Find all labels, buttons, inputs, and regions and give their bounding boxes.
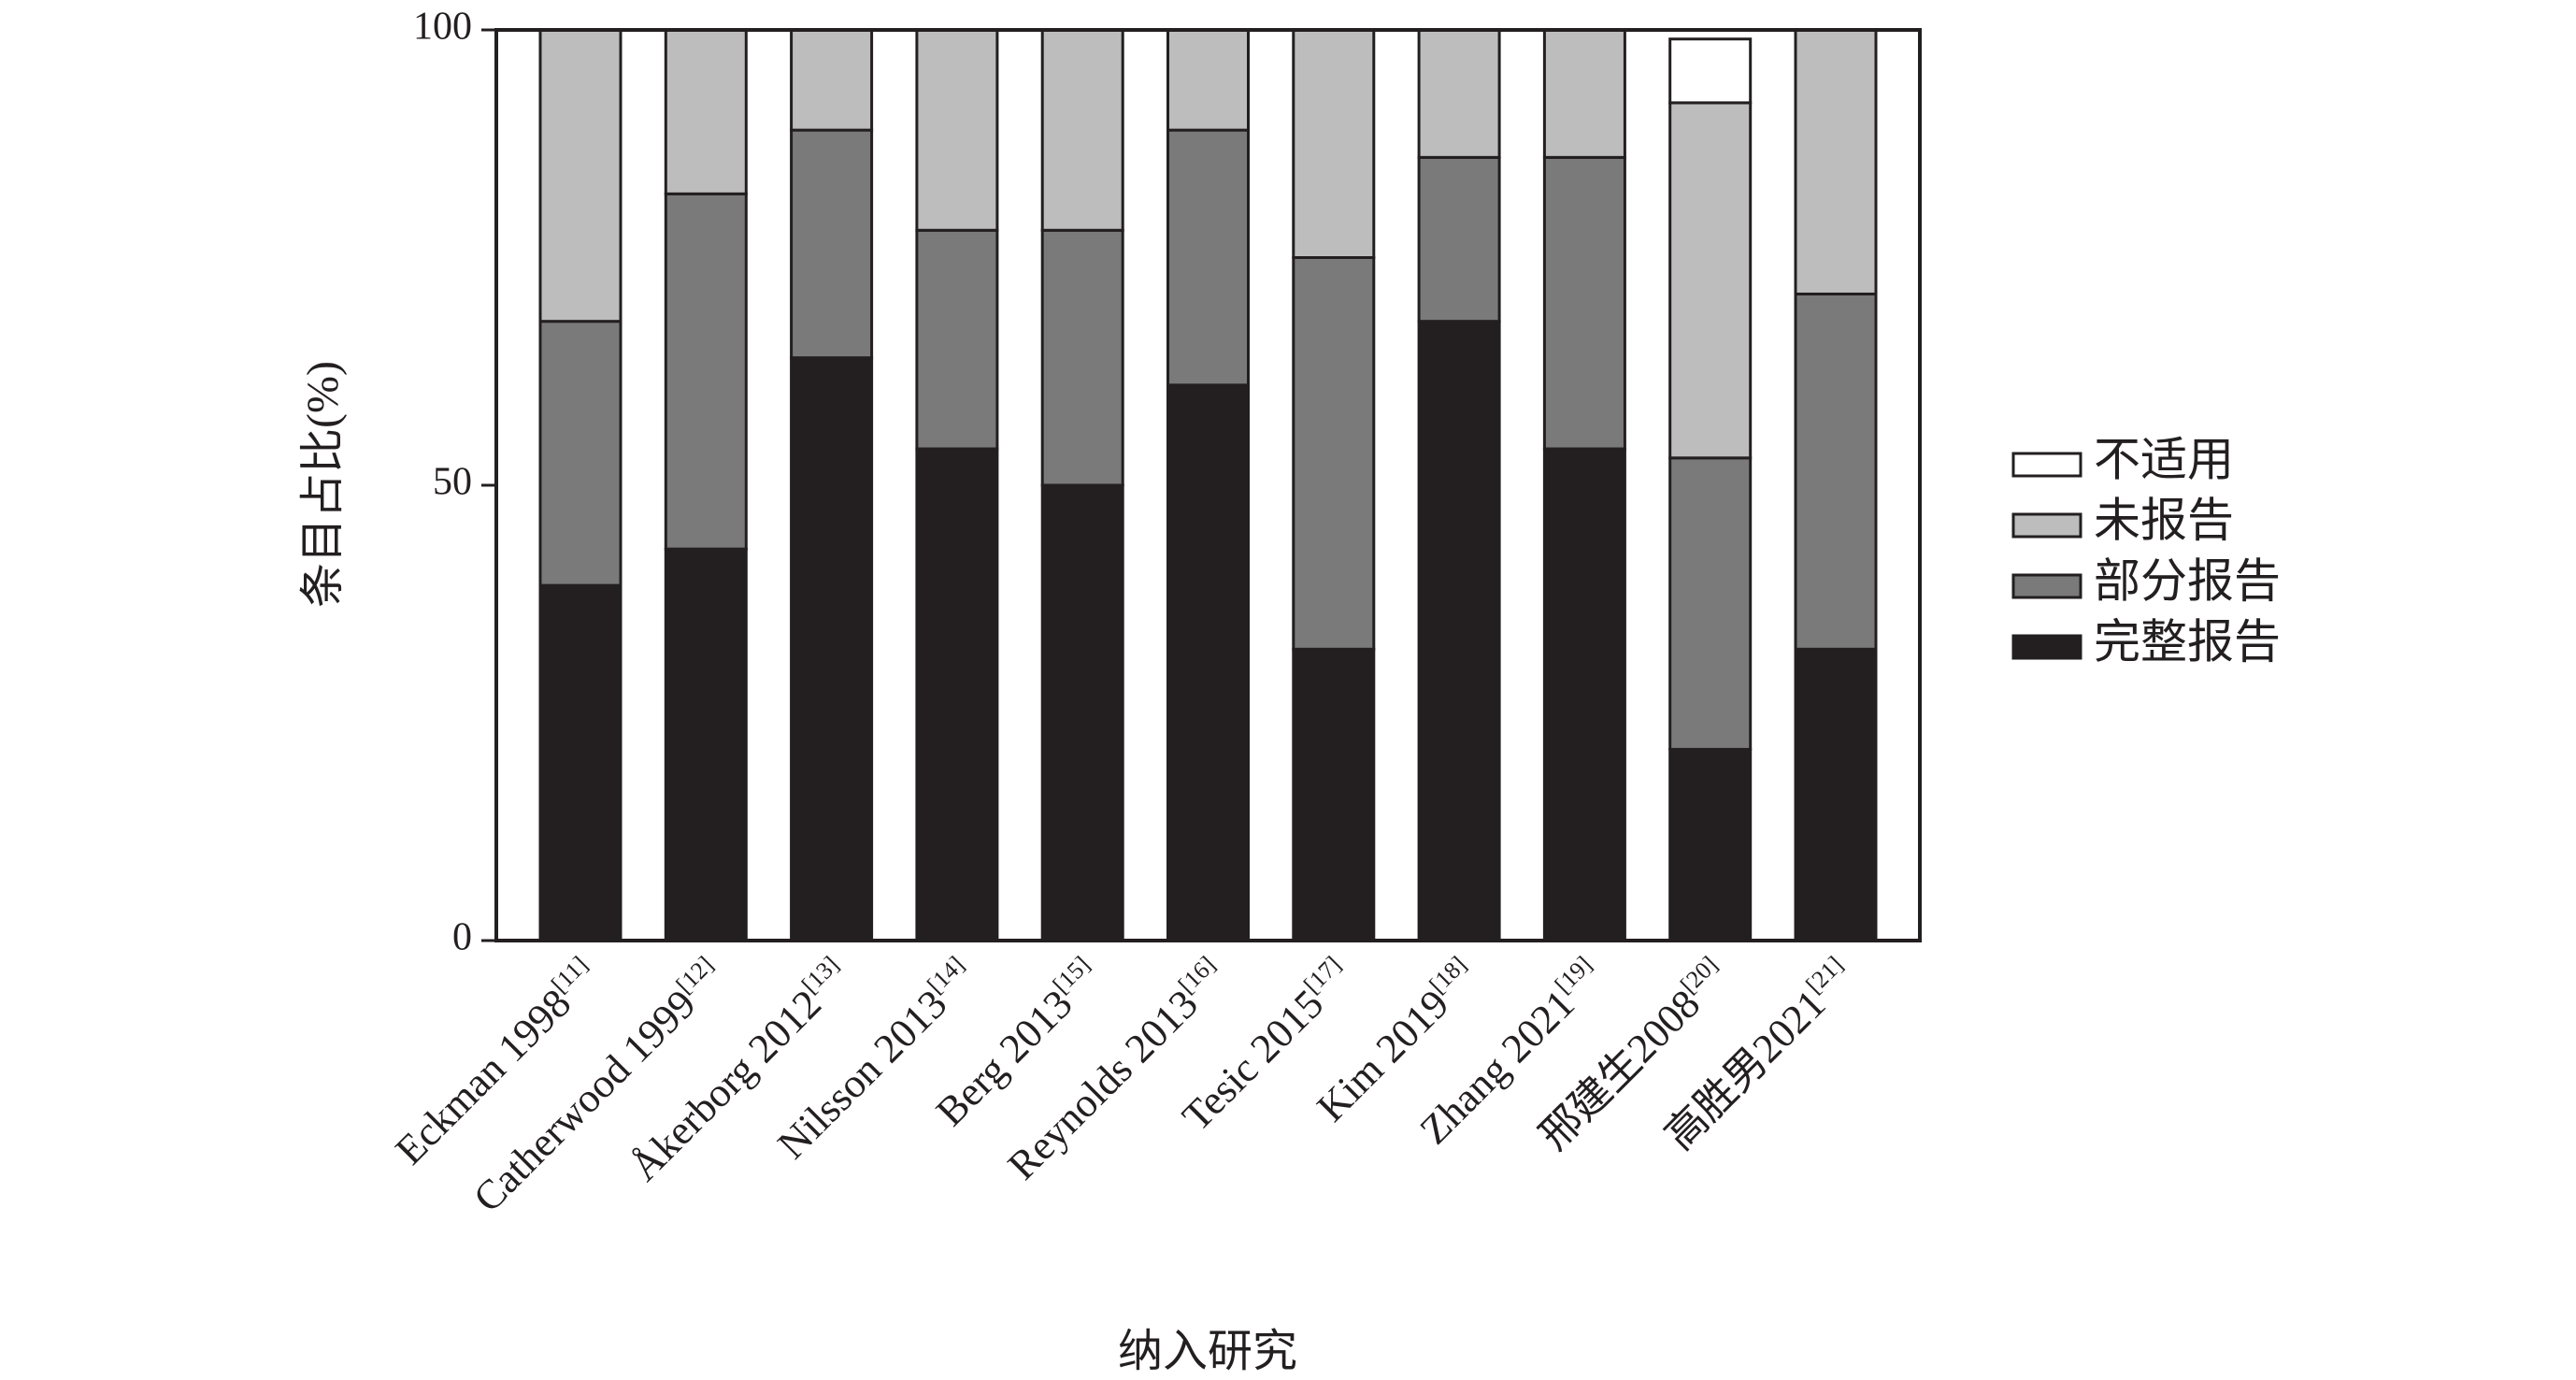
- bar-segment: [1040, 228, 1124, 487]
- bar-segment: [915, 447, 999, 942]
- bar-segment: [538, 320, 623, 587]
- bar-segment: [1668, 456, 1753, 751]
- bar-segment: [1542, 155, 1626, 451]
- legend-swatch: [2011, 573, 2082, 599]
- bar-segment: [1040, 483, 1124, 942]
- category-name: Catherwood 1999: [465, 981, 705, 1221]
- bar-segment: [1668, 747, 1753, 942]
- bar-segment: [790, 128, 874, 360]
- bar-segment: [664, 28, 748, 195]
- bar-segment: [1794, 28, 1878, 295]
- bar-segment: [915, 228, 999, 451]
- x-axis-title: 纳入研究: [1118, 1327, 1297, 1376]
- bar-segment: [538, 28, 623, 323]
- legend-swatch: [2011, 634, 2082, 660]
- plot-frame: [494, 28, 1922, 942]
- bar-segment: [1542, 447, 1626, 942]
- bar-segment: [1166, 28, 1250, 132]
- legend-label: 完整报告: [2094, 615, 2281, 668]
- bar-segment: [1417, 155, 1501, 323]
- bar-segment: [1417, 320, 1501, 942]
- bar-segment: [915, 28, 999, 232]
- bar-segment: [1542, 28, 1626, 159]
- bar-segment: [1292, 647, 1376, 942]
- bar-segment: [1040, 28, 1124, 232]
- legend-swatch: [2011, 512, 2082, 539]
- bar-segment: [790, 28, 874, 132]
- bar-segment: [790, 356, 874, 942]
- y-tick-label: 100: [413, 6, 472, 49]
- bar-segment: [1166, 383, 1250, 942]
- bar-segment: [538, 583, 623, 942]
- bar-segment: [1668, 101, 1753, 460]
- bar-segment: [1417, 28, 1501, 159]
- x-tick-label: Åkerborg 2012[13]: [620, 951, 858, 1189]
- bar-segment: [1794, 292, 1878, 651]
- bar-segment: [1166, 128, 1250, 387]
- legend-swatch: [2011, 452, 2082, 478]
- legend-label: 不适用: [2094, 433, 2234, 485]
- bar-segment: [1668, 37, 1753, 105]
- bar-segment: [1292, 28, 1376, 259]
- bar-segment: [664, 192, 748, 551]
- y-tick-label: 50: [433, 461, 472, 504]
- bar-segment: [1292, 256, 1376, 651]
- bar-segment: [664, 547, 748, 942]
- x-tick-label: Reynolds 2013[16]: [997, 951, 1235, 1188]
- y-axis-title: 条目占比(%): [298, 361, 348, 608]
- y-tick-label: 0: [452, 916, 472, 959]
- legend-label: 未报告: [2094, 494, 2234, 546]
- legend-label: 部分报告: [2094, 554, 2281, 607]
- bar-segment: [1794, 647, 1878, 942]
